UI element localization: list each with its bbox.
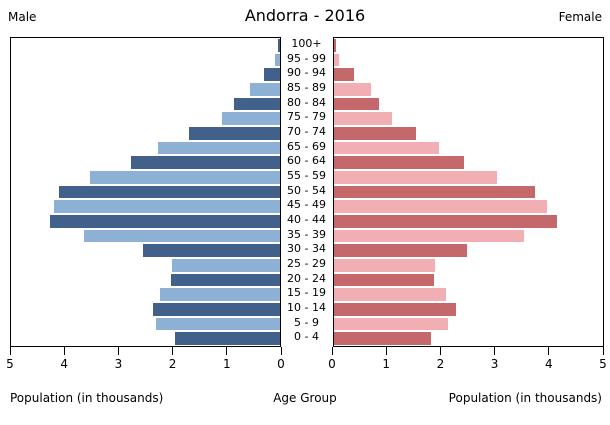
female-bar-55-59 [334, 171, 497, 184]
female-bar-50-54 [334, 185, 535, 199]
male-bar-100plus [278, 39, 280, 52]
female-bar-85-89 [334, 83, 371, 96]
male-bar-70-74 [189, 127, 280, 140]
male-bar-15-19 [159, 288, 280, 301]
female-bar-95-99 [334, 53, 339, 67]
male-axis-tick-label-1: 1 [222, 357, 231, 371]
age-label-60-64: 60 - 64 [287, 154, 326, 168]
female-bar-60-64 [334, 156, 465, 169]
female-axis-tick-label-2: 2 [436, 357, 445, 371]
male-bar-35-39 [83, 229, 280, 243]
female-axis-tick-label-1: 1 [382, 357, 391, 371]
age-label-100plus: 100+ [291, 37, 322, 51]
male-axis-tick-label-0: 0 [277, 357, 285, 371]
male-bar-75-79 [222, 112, 280, 125]
age-label-70-74: 70 - 74 [287, 125, 326, 139]
age-label-35-39: 35 - 39 [287, 227, 326, 241]
male-bar-85-89 [249, 83, 280, 96]
age-label-20-24: 20 - 24 [287, 271, 326, 285]
male-bar-80-84 [234, 97, 280, 111]
male-bar-95-99 [274, 53, 280, 67]
female-bar-10-14 [334, 303, 457, 316]
female-bar-70-74 [334, 127, 417, 140]
female-side-label: Female [558, 10, 602, 24]
female-bar-5-9 [334, 317, 448, 331]
female-bar-20-24 [334, 273, 434, 287]
female-bar-0-4 [334, 332, 431, 345]
age-label-95-99: 95 - 99 [287, 51, 326, 65]
male-bar-65-69 [158, 141, 280, 155]
male-bar-20-24 [170, 273, 280, 287]
age-label-85-89: 85 - 89 [287, 81, 326, 95]
female-axis-tick-label-5: 5 [599, 357, 607, 371]
male-x-axis: 5 4 3 2 1 0 [6, 347, 285, 375]
female-bar-40-44 [334, 215, 558, 228]
male-bar-50-54 [58, 185, 280, 199]
age-label-5-9: 5 - 9 [294, 315, 319, 329]
male-axis-tick-label-5: 5 [6, 357, 14, 371]
age-label-80-84: 80 - 84 [287, 95, 326, 109]
female-x-axis: 0 1 2 3 4 5 [328, 347, 607, 375]
age-label-15-19: 15 - 19 [287, 286, 326, 300]
female-axis-tick-mark-4 [548, 347, 550, 355]
female-bar-80-84 [334, 97, 380, 111]
male-bar-45-49 [53, 200, 280, 213]
female-axis-tick-label-4: 4 [544, 357, 553, 371]
female-axis-tick-mark-1 [385, 347, 387, 355]
female-axis-tick-mark-0 [331, 347, 333, 355]
male-bar-90-94 [263, 68, 280, 81]
age-label-40-44: 40 - 44 [287, 213, 326, 227]
age-label-45-49: 45 - 49 [287, 198, 326, 212]
male-plot-area [10, 37, 281, 347]
male-axis-title: Population (in thousands) [10, 391, 164, 405]
male-bar-10-14 [153, 303, 280, 316]
male-bar-30-34 [142, 244, 280, 257]
age-label-55-59: 55 - 59 [287, 169, 326, 183]
age-label-25-29: 25 - 29 [287, 257, 326, 271]
female-bar-35-39 [334, 229, 524, 243]
male-axis-tick-label-4: 4 [60, 357, 69, 371]
age-group-axis-title: Age Group [273, 391, 337, 405]
male-axis-tick-mark-3 [117, 347, 119, 355]
male-axis-tick-mark-1 [226, 347, 228, 355]
male-bar-55-59 [89, 171, 280, 184]
female-axis-title: Population (in thousands) [448, 391, 602, 405]
female-bar-65-69 [334, 141, 440, 155]
age-label-75-79: 75 - 79 [287, 110, 326, 124]
age-label-0-4: 0 - 4 [294, 330, 319, 344]
age-label-90-94: 90 - 94 [287, 66, 326, 80]
male-axis-tick-mark-5 [9, 347, 11, 355]
female-axis-tick-label-0: 0 [328, 357, 336, 371]
female-bar-25-29 [334, 259, 435, 272]
age-label-65-69: 65 - 69 [287, 139, 326, 153]
male-side-label: Male [8, 10, 37, 24]
female-axis-tick-mark-3 [494, 347, 496, 355]
female-bar-75-79 [334, 112, 392, 125]
male-axis-tick-label-3: 3 [114, 357, 123, 371]
female-plot-area [333, 37, 604, 347]
male-axis-tick-mark-0 [280, 347, 282, 355]
male-axis-tick-mark-2 [172, 347, 174, 355]
female-axis-tick-label-3: 3 [490, 357, 499, 371]
male-bar-60-64 [130, 156, 280, 169]
female-bar-15-19 [334, 288, 447, 301]
male-axis-tick-label-2: 2 [168, 357, 177, 371]
male-bar-0-4 [175, 332, 280, 345]
female-bar-45-49 [334, 200, 547, 213]
male-bar-5-9 [156, 317, 280, 331]
age-label-30-34: 30 - 34 [287, 242, 326, 256]
male-axis-tick-mark-4 [63, 347, 65, 355]
age-label-50-54: 50 - 54 [287, 183, 326, 197]
male-bar-40-44 [50, 215, 280, 228]
male-bar-25-29 [171, 259, 280, 272]
female-axis-tick-mark-5 [602, 347, 604, 355]
female-axis-tick-mark-2 [439, 347, 441, 355]
female-bar-100plus [334, 39, 337, 52]
age-label-10-14: 10 - 14 [287, 301, 326, 315]
chart-title: Andorra - 2016 [244, 6, 366, 25]
female-bar-30-34 [334, 244, 468, 257]
female-bar-90-94 [334, 68, 355, 81]
